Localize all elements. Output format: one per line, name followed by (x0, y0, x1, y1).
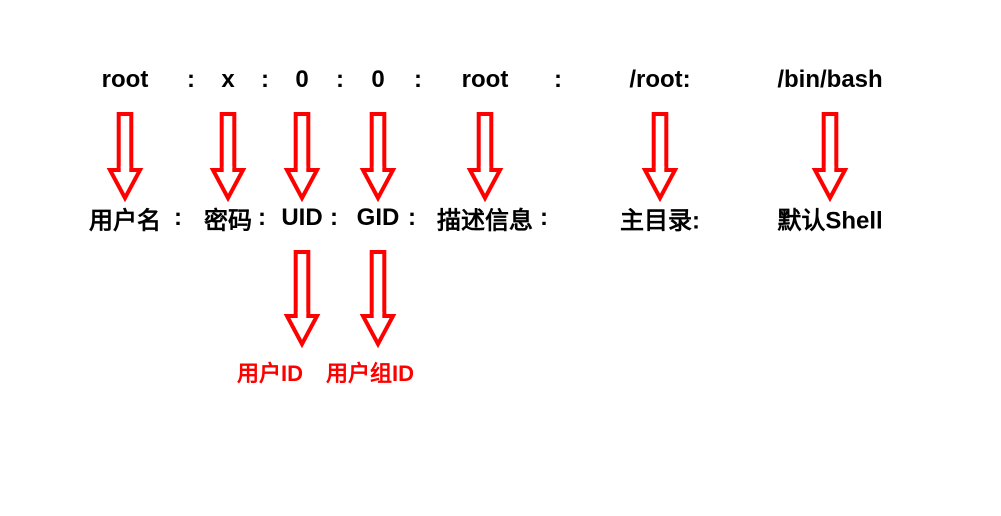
arrow1-uid-shaft (296, 114, 309, 172)
arrow1-shell-head (815, 170, 845, 198)
row2-sep-0: : (174, 204, 182, 232)
row2-home: 主目录: (620, 201, 700, 236)
row1-sep-3: : (414, 66, 422, 94)
row2-desc: 描述信息 (437, 201, 533, 236)
arrow2-uid-join (298, 312, 307, 320)
arrow1-home-shaft (654, 114, 667, 172)
arrow1-username-shaft (119, 114, 132, 172)
arrow1-password-join (224, 166, 233, 174)
row2-uid: UID (281, 204, 322, 232)
arrow1-gid-join (374, 166, 383, 174)
row1-username: root (102, 66, 149, 94)
arrow2-gid-join (374, 312, 383, 320)
row1-shell: /bin/bash (777, 66, 882, 94)
arrow1-desc-head (470, 170, 500, 198)
arrow2-gid-shaft (372, 252, 385, 318)
row2-password: 密码 (204, 201, 252, 236)
row1-sep-4: : (554, 66, 562, 94)
arrow1-gid-shaft (372, 114, 385, 172)
arrow1-uid-head (287, 170, 317, 198)
row1-sep-2: : (336, 66, 344, 94)
arrow1-gid-head (363, 170, 393, 198)
arrow1-home-head (645, 170, 675, 198)
arrow1-password-shaft (222, 114, 235, 172)
arrow2-gid-head (363, 316, 393, 344)
row2-sep-4: : (540, 204, 548, 232)
row1-desc: root (462, 66, 509, 94)
row2-sep-1: : (258, 204, 266, 232)
arrow1-desc-shaft (479, 114, 492, 172)
arrow1-shell-join (826, 166, 835, 174)
arrow1-username-join (121, 166, 130, 174)
row3-gid: 用户组ID (326, 356, 414, 388)
arrow2-uid-head (287, 316, 317, 344)
arrow1-desc-join (481, 166, 490, 174)
arrow1-username-head (110, 170, 140, 198)
row1-uid: 0 (295, 66, 308, 94)
row1-sep-0: : (187, 66, 195, 94)
row2-gid: GID (357, 204, 400, 232)
arrow1-password-head (213, 170, 243, 198)
arrow1-uid-join (298, 166, 307, 174)
row2-username: 用户名 (89, 201, 161, 236)
row3-uid: 用户ID (237, 356, 303, 388)
row2-sep-2: : (330, 204, 338, 232)
arrow1-home-join (656, 166, 665, 174)
row1-home: /root: (629, 66, 690, 94)
arrow1-shell-shaft (824, 114, 837, 172)
row1-password: x (221, 66, 234, 94)
row1-gid: 0 (371, 66, 384, 94)
row2-sep-3: : (408, 204, 416, 232)
row1-sep-1: : (261, 66, 269, 94)
arrow2-uid-shaft (296, 252, 309, 318)
row2-shell: 默认Shell (777, 201, 882, 236)
